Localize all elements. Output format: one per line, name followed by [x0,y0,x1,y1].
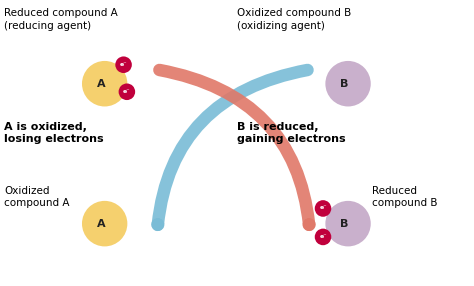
Text: e⁻: e⁻ [120,62,128,67]
Text: B is reduced,
gaining electrons: B is reduced, gaining electrons [237,122,346,144]
Text: A is oxidized,
losing electrons: A is oxidized, losing electrons [4,122,104,144]
FancyArrowPatch shape [157,70,308,225]
Text: Oxidized
compound A: Oxidized compound A [4,186,70,208]
Circle shape [118,84,135,100]
Text: Oxidized compound B
(oxidizing agent): Oxidized compound B (oxidizing agent) [237,8,351,31]
Circle shape [325,201,371,247]
Circle shape [115,56,132,73]
Text: A: A [97,79,106,89]
Circle shape [82,61,128,106]
Circle shape [325,61,371,106]
Circle shape [315,229,331,245]
Circle shape [82,201,128,247]
FancyArrowPatch shape [159,70,310,225]
Text: B: B [340,79,349,89]
Text: e⁻: e⁻ [123,89,131,94]
Text: e⁻: e⁻ [319,234,327,239]
Text: B: B [340,219,349,229]
Text: Reduced compound A
(reducing agent): Reduced compound A (reducing agent) [4,8,118,31]
Circle shape [315,200,331,217]
Text: e⁻: e⁻ [319,205,327,210]
Text: A: A [97,219,106,229]
Text: Reduced
compound B: Reduced compound B [372,186,437,208]
